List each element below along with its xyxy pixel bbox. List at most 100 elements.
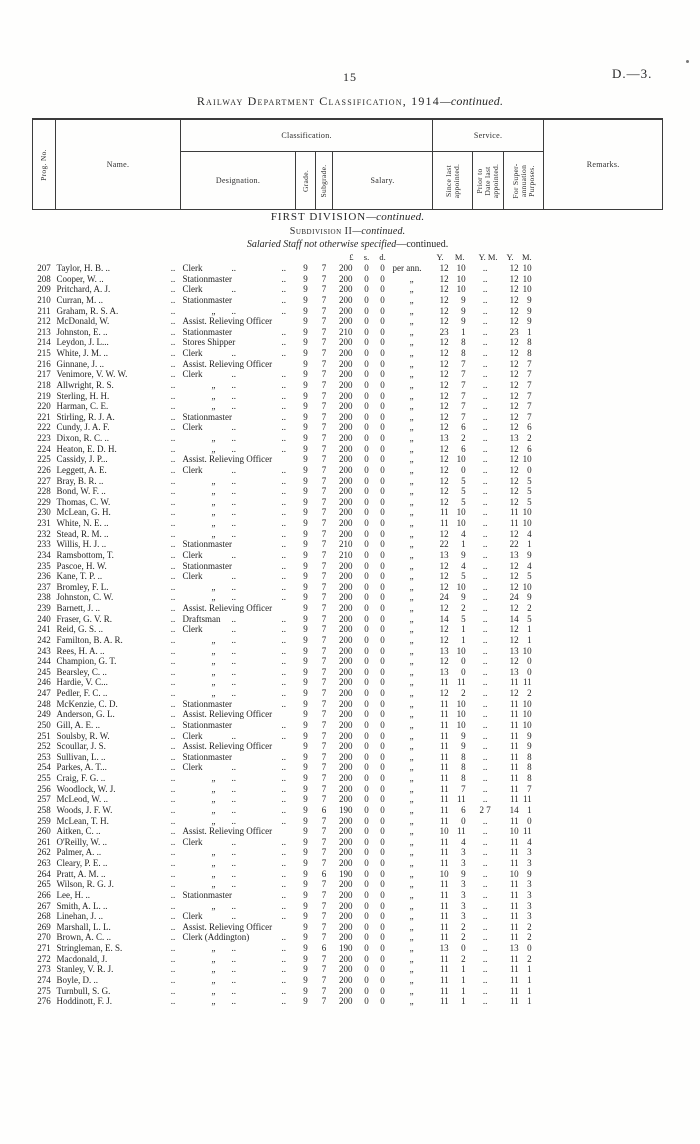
- staff-name: Marshall, L. L.: [56, 921, 111, 932]
- prog-no: 214: [37, 337, 51, 348]
- grade: 9: [303, 677, 308, 688]
- salary-pence: 0: [380, 858, 385, 868]
- prior-service: ..: [482, 815, 488, 826]
- remarks: [544, 614, 663, 625]
- salary-shillings: 0: [364, 284, 369, 295]
- subgrade: 7: [321, 900, 327, 911]
- salary-pence: 0: [380, 348, 385, 358]
- remarks: [544, 476, 663, 487]
- remarks: [544, 646, 663, 657]
- superannuation-months: 8: [527, 773, 532, 783]
- per-annum: „: [409, 603, 414, 613]
- leader-dots: ..: [170, 868, 176, 879]
- staff-name: Willis, H. J. ..: [56, 539, 107, 550]
- since-years: 13: [439, 549, 449, 560]
- table-row: 216 Ginnane, J. .... Assist. Relieving Off…: [33, 359, 663, 370]
- salary-shillings: 0: [364, 677, 369, 688]
- since-years: 12: [439, 571, 449, 582]
- since-months: 7: [461, 358, 466, 369]
- superannuation-months: 0: [527, 464, 532, 475]
- designation-text: Clerk: [182, 464, 203, 475]
- salary-pounds: 200: [339, 921, 353, 932]
- designation: „....: [181, 667, 296, 678]
- per-annum: „: [409, 974, 414, 985]
- superannuation-months: 5: [527, 496, 532, 507]
- salary-pounds: 200: [339, 464, 353, 475]
- leader-dots: ..: [281, 263, 287, 273]
- superannuation-months: 3: [527, 911, 532, 922]
- table-row: 242 Familton, B. A. R... „.... 9 7 200 0 0 „ 12 1.…: [33, 635, 663, 646]
- subgrade: 7: [321, 688, 327, 698]
- leader-dots: ..: [170, 900, 176, 911]
- leader-dots: ..: [281, 294, 287, 305]
- subgrade: 7: [321, 464, 327, 475]
- prog-no: 226: [37, 464, 51, 475]
- superannuation-years: 12: [509, 337, 519, 348]
- leader-dots: ..: [170, 401, 176, 412]
- table-body: 207 Taylor, H. B. .... Clerk.... 9 7 200 0 0 per…: [33, 263, 663, 1007]
- table-row: 240 Fraser, G. V. R... Draftsman.... 9 7 200 0…: [33, 614, 663, 625]
- remarks: [544, 263, 663, 274]
- since-months: 0: [461, 815, 466, 826]
- staff-name: Stead, R. M. ..: [56, 528, 109, 539]
- since-years: 12: [439, 634, 449, 645]
- leader-dots: ..: [231, 953, 237, 964]
- salary-shillings: 0: [364, 305, 369, 316]
- salary-pounds: 200: [339, 528, 353, 539]
- table-row: 211 Graham, R. S. A... „.... 9 7 200 0 0 „ 12 9.. 1…: [33, 306, 663, 317]
- leader-dots: ..: [231, 964, 237, 975]
- table-row: 239 Barnett, J. .... Assist. Relieving Off…: [33, 603, 663, 614]
- salary-shillings: 0: [364, 773, 369, 783]
- remarks: [544, 741, 663, 752]
- salary-pounds: 210: [339, 326, 353, 337]
- subgrade: 7: [321, 709, 327, 720]
- superannuation-months: 10: [522, 581, 532, 592]
- per-annum: „: [409, 294, 414, 305]
- division-heading: FIRST DIVISION—continued.: [270, 211, 425, 223]
- prog-no: 222: [37, 422, 51, 433]
- prior-service: ..: [482, 698, 488, 709]
- prior-service: ..: [482, 496, 488, 507]
- remarks: [544, 869, 663, 880]
- leader-dots: ..: [170, 369, 176, 380]
- leader-dots: ..: [170, 751, 176, 762]
- ditto-mark: „: [211, 592, 216, 603]
- table-row: 275 Turnbull, S. G... „.... 9 7 200 0 0 „ 11 1.. 11…: [33, 986, 663, 997]
- staff-name: McLean, G. H.: [56, 507, 111, 518]
- salary-shillings: 0: [364, 858, 369, 868]
- superannuation-months: 7: [527, 783, 532, 794]
- subgrade: 7: [321, 549, 327, 560]
- superannuation-months: 7: [527, 411, 532, 422]
- grade: 9: [303, 603, 308, 613]
- leader-dots: ..: [170, 539, 176, 550]
- salary-pence: 0: [380, 411, 385, 422]
- staff-name: Sullivan, L. ..: [56, 751, 106, 762]
- leader-dots: ..: [170, 454, 176, 465]
- per-annum: „: [409, 507, 414, 518]
- leader-dots: ..: [170, 273, 176, 284]
- per-annum: „: [409, 528, 414, 539]
- leader-dots: ..: [170, 974, 176, 985]
- salary-pence: 0: [380, 263, 385, 273]
- designation: „....: [181, 518, 296, 529]
- staff-name: Dixon, R. C. ..: [56, 433, 110, 443]
- since-months: 8: [461, 762, 466, 773]
- leader-dots: ..: [231, 943, 237, 953]
- superannuation-months: 9: [527, 592, 532, 603]
- prior-service: ..: [482, 889, 488, 900]
- leader-dots: ..: [281, 507, 287, 518]
- col-header-salary: Salary.: [332, 151, 434, 210]
- superannuation-years: 12: [509, 369, 519, 380]
- ditto-mark: „: [211, 433, 216, 443]
- since-months: 8: [461, 337, 466, 348]
- subgrade: 7: [321, 879, 327, 890]
- superannuation-years: 11: [509, 815, 519, 826]
- ditto-mark: „: [211, 443, 216, 454]
- leader-dots: ..: [281, 836, 287, 847]
- per-annum: „: [409, 316, 414, 327]
- designation: „....: [181, 816, 296, 827]
- designation: „....: [181, 996, 296, 1007]
- prior-service: ..: [482, 592, 488, 603]
- salary-pounds: 200: [339, 656, 353, 667]
- since-months: 8: [461, 751, 466, 762]
